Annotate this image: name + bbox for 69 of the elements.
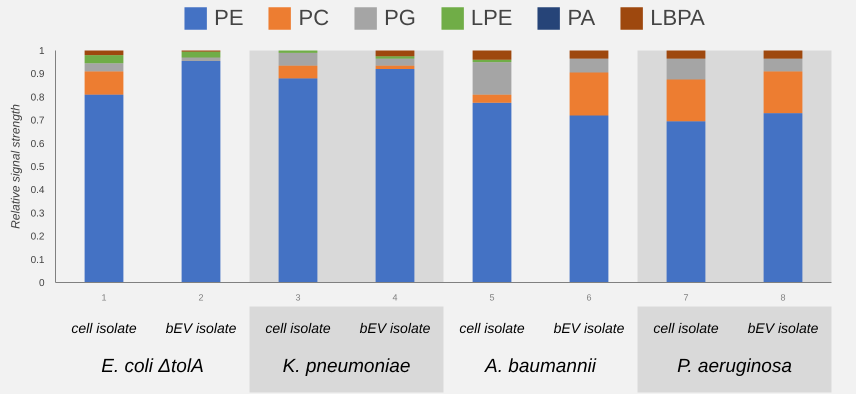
y-tick-label: 0.9: [30, 69, 45, 80]
text: E. coli ΔtolA: [101, 356, 204, 378]
bar: [84, 94, 124, 282]
y-tick-label: 0.3: [30, 208, 45, 220]
bar: [472, 50, 512, 60]
bar: [666, 80, 706, 122]
x-tick-label: 4: [392, 292, 398, 302]
text: cell isolate: [653, 320, 719, 336]
y-axis-title: Relative signal strength: [8, 104, 23, 229]
y-tick-label: 0.7: [30, 116, 45, 127]
x-tick-label: 3: [295, 292, 301, 302]
legend-label: LBPA: [650, 5, 705, 31]
bar: [84, 63, 124, 72]
x-tick-label: 1: [101, 292, 107, 302]
bar: [764, 71, 802, 114]
bar: [472, 62, 512, 95]
text: bEV isolate: [166, 320, 237, 336]
x-tick-label: 8: [780, 292, 786, 302]
legend-label: PA: [567, 5, 596, 31]
bar: [570, 72, 608, 116]
bar: [570, 58, 608, 73]
bar: [376, 66, 414, 70]
x-tick-label: 5: [489, 292, 495, 302]
bar: [472, 102, 512, 282]
bar: [666, 58, 706, 80]
y-tick-label: 0.5: [30, 162, 45, 173]
bar: [182, 60, 220, 282]
text: A. baumannii: [484, 356, 597, 378]
text: bEV isolate: [360, 320, 431, 336]
y-tick-label: 0.1: [30, 254, 45, 266]
bar: [278, 78, 318, 282]
bar: [84, 50, 124, 56]
bar: [472, 94, 512, 103]
bar: [376, 58, 414, 66]
bar: [764, 50, 802, 59]
legend-label: PC: [298, 5, 330, 31]
bar: [666, 121, 706, 282]
bar: [376, 69, 414, 282]
text: bEV isolate: [554, 320, 625, 336]
bar: [182, 57, 220, 61]
y-tick-label: 0.2: [30, 232, 45, 243]
text: cell isolate: [265, 320, 331, 336]
y-tick-label: 1: [38, 46, 45, 57]
bar: [570, 115, 608, 282]
bar: [278, 66, 318, 78]
y-tick-label: 0: [38, 278, 45, 289]
bar: [570, 50, 608, 59]
bar: [666, 50, 706, 59]
bar: [182, 52, 220, 58]
bar: [764, 113, 802, 282]
text: cell isolate: [459, 320, 525, 336]
legend-label: PE: [214, 5, 244, 31]
legend-label: PG: [384, 5, 416, 31]
text: P. aeruginosa: [677, 356, 792, 378]
bar: [764, 58, 802, 72]
y-tick-label: 0.8: [30, 92, 45, 104]
bar: [84, 55, 124, 64]
y-tick-label: 0.6: [30, 138, 45, 150]
bar: [376, 50, 414, 56]
x-tick-label: 6: [586, 292, 592, 302]
bar: [278, 52, 318, 66]
legend-label: LPE: [470, 5, 512, 31]
bar: [84, 71, 124, 95]
x-tick-label: 7: [683, 292, 689, 302]
text: bEV isolate: [748, 320, 819, 336]
y-tick-label: 0.4: [30, 185, 45, 196]
x-tick-label: 2: [198, 292, 204, 302]
text: cell isolate: [71, 320, 137, 336]
text: K. pneumoniae: [282, 356, 410, 378]
